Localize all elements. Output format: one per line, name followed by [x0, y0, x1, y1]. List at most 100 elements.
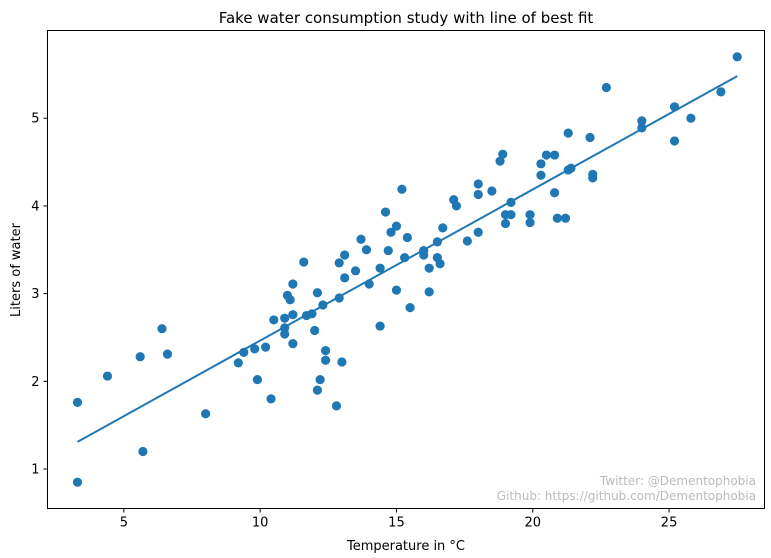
- x-tick-label: 25: [661, 516, 678, 531]
- y-tick-label: 1: [31, 463, 39, 478]
- data-point: [157, 324, 167, 334]
- x-axis-label: Temperature in °C: [346, 539, 465, 554]
- data-point: [280, 313, 290, 323]
- data-point: [405, 303, 415, 313]
- data-point: [716, 87, 726, 97]
- data-point: [566, 163, 576, 173]
- data-point: [310, 325, 320, 336]
- data-point: [250, 344, 260, 354]
- data-point: [487, 186, 497, 196]
- data-point: [138, 446, 148, 457]
- data-point: [102, 371, 113, 381]
- data-point: [536, 170, 546, 180]
- data-point: [239, 347, 249, 357]
- y-tick-label: 4: [31, 199, 39, 214]
- data-point: [288, 339, 298, 349]
- data-point: [563, 128, 573, 138]
- data-point: [386, 227, 396, 237]
- data-point: [383, 246, 393, 256]
- data-point: [397, 184, 407, 194]
- data-point: [331, 401, 342, 411]
- data-point: [732, 52, 742, 62]
- data-point: [266, 394, 276, 404]
- data-point: [337, 357, 347, 367]
- y-axis: 1 2 3 4 5: [31, 112, 48, 478]
- data-point: [424, 287, 434, 297]
- data-point: [252, 374, 263, 385]
- data-point: [135, 352, 145, 362]
- data-point: [669, 136, 680, 146]
- x-tick-label: 10: [252, 516, 269, 531]
- data-point: [549, 188, 560, 198]
- data-point: [288, 279, 298, 289]
- data-point: [419, 250, 429, 260]
- data-point: [375, 321, 385, 331]
- data-point: [473, 179, 483, 189]
- x-tick-label: 20: [524, 516, 541, 531]
- data-point: [536, 159, 546, 169]
- data-point: [380, 207, 391, 217]
- scatter-points: [72, 52, 742, 487]
- data-point: [315, 374, 325, 385]
- credit-twitter: Twitter: @Dementophobia: [599, 474, 756, 488]
- credit-github: Github: https://github.com/Dementophobia: [497, 489, 756, 503]
- data-point: [356, 234, 366, 244]
- data-point: [307, 309, 317, 319]
- chart-title: Fake water consumption study with line o…: [219, 9, 594, 27]
- x-axis: 5 10 15 20 25: [120, 508, 678, 531]
- data-point: [438, 223, 448, 233]
- data-point: [320, 346, 331, 356]
- data-point: [686, 113, 696, 123]
- data-point: [72, 397, 83, 407]
- data-point: [162, 349, 173, 359]
- data-point: [340, 250, 350, 260]
- x-tick-label: 5: [120, 516, 128, 531]
- data-point: [435, 259, 445, 269]
- data-point: [601, 82, 611, 93]
- data-point: [280, 323, 290, 333]
- data-point: [588, 173, 598, 183]
- data-point: [350, 266, 361, 276]
- data-point: [72, 477, 83, 487]
- data-point: [552, 213, 562, 223]
- data-point: [391, 285, 402, 295]
- data-point: [506, 210, 516, 220]
- data-point: [560, 213, 571, 223]
- data-point: [318, 300, 328, 310]
- data-point: [525, 217, 535, 228]
- data-point: [549, 150, 560, 160]
- data-point: [432, 237, 442, 247]
- y-tick-label: 2: [31, 375, 39, 390]
- data-point: [312, 385, 322, 395]
- data-point: [391, 221, 402, 231]
- data-point: [364, 279, 374, 289]
- data-point: [495, 156, 505, 166]
- data-point: [669, 102, 680, 112]
- data-point: [361, 245, 372, 255]
- data-point: [299, 257, 309, 267]
- data-point: [233, 358, 243, 368]
- data-point: [340, 273, 350, 283]
- data-point: [424, 263, 434, 273]
- data-point: [402, 232, 412, 243]
- data-point: [637, 116, 647, 126]
- data-point: [288, 310, 298, 320]
- data-point: [312, 288, 322, 298]
- data-point: [260, 342, 271, 352]
- data-point: [320, 355, 331, 365]
- data-point: [334, 258, 344, 268]
- data-point: [462, 236, 472, 246]
- data-point: [285, 295, 295, 305]
- data-point: [525, 210, 535, 220]
- y-tick-label: 3: [31, 287, 39, 302]
- data-point: [541, 150, 552, 160]
- data-point: [400, 253, 410, 263]
- data-point: [375, 263, 385, 273]
- data-point: [269, 315, 279, 325]
- data-point: [585, 132, 595, 143]
- data-point: [473, 227, 483, 237]
- data-point: [498, 149, 508, 159]
- data-point: [506, 197, 516, 208]
- data-point: [451, 201, 462, 211]
